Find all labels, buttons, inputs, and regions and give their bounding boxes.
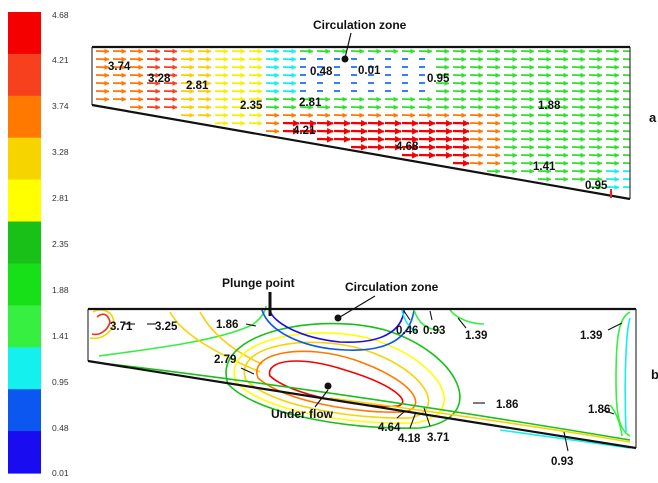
plunge-point-label: Plunge point: [222, 276, 295, 290]
legend-swatch: [8, 137, 41, 181]
color-legend: 4.68 4.21 3.74 3.28 2.81 2.35 1.88 1.41 …: [8, 10, 69, 478]
legend-label-2-81: 2.81: [52, 193, 69, 203]
value-label: 0.46: [396, 325, 418, 337]
value-label: 3.25: [155, 321, 178, 333]
legend-label-1-41: 1.41: [52, 331, 69, 341]
value-label: 4.64: [378, 422, 401, 434]
value-label: 3.71: [110, 321, 133, 333]
value-label: 2.35: [240, 100, 263, 112]
legend-swatch: [8, 305, 41, 348]
panel-a-label: a: [649, 110, 657, 125]
circulation-zone-b: Circulation zone: [334, 280, 439, 322]
value-label: 3.71: [427, 432, 450, 444]
circulation-zone-a-marker: [341, 55, 349, 63]
legend-swatch: [8, 347, 41, 390]
value-label: 0.95: [427, 73, 450, 85]
value-label: 0.48: [310, 66, 333, 78]
circulation-zone-b-marker: [334, 314, 342, 322]
value-label: 2.81: [299, 97, 322, 109]
panel-b-outline: [87, 307, 637, 450]
value-label: 3.28: [148, 73, 171, 85]
value-label: 2.79: [214, 354, 236, 366]
panel-b-leaders: [123, 310, 623, 452]
value-label: 4.21: [293, 125, 316, 137]
value-label: 0.01: [358, 65, 381, 77]
velocity-vectors: [95, 48, 630, 190]
under-flow: Under flow: [271, 382, 334, 421]
legend-swatch: [8, 263, 41, 306]
legend-swatch: [8, 389, 41, 432]
legend-label-4-68: 4.68: [52, 10, 69, 20]
legend-label-1-88: 1.88: [52, 285, 69, 295]
legend-label-0-01: 0.01: [52, 468, 69, 478]
legend-label-2-35: 2.35: [52, 239, 69, 249]
panel-a: Circulation zone 3.74 3.28 2.81 2.35 2.8…: [91, 18, 657, 201]
legend-swatch: [8, 179, 41, 223]
value-label: 4.68: [396, 141, 419, 153]
legend-swatch: [8, 221, 41, 264]
value-label: 4.18: [398, 433, 421, 445]
under-flow-label: Under flow: [271, 407, 334, 421]
legend-label-3-28: 3.28: [52, 147, 69, 157]
panel-b-label: b: [651, 367, 658, 382]
value-label: 1.86: [588, 404, 610, 416]
panel-b: Plunge point Circulation zone Under flow: [87, 276, 658, 468]
value-label: 3.74: [108, 61, 131, 73]
value-label: 1.86: [496, 399, 518, 411]
under-flow-marker: [324, 382, 332, 390]
circulation-zone-b-title: Circulation zone: [345, 280, 439, 294]
legend-label-0-48: 0.48: [52, 423, 69, 433]
circulation-zone-a: Circulation zone: [313, 18, 407, 63]
legend-swatch: [8, 95, 41, 139]
value-label: 1.41: [533, 161, 556, 173]
panel-b-value-labels: 3.71 3.25 1.86 0.46 0.93 1.39 1.39 2.79 …: [110, 319, 610, 468]
value-label: 0.95: [585, 180, 608, 192]
value-label: 1.39: [580, 330, 602, 342]
legend-swatches: [8, 12, 41, 474]
value-label: 1.88: [538, 100, 561, 112]
legend-label-3-74: 3.74: [52, 101, 69, 111]
legend-swatch: [8, 12, 41, 55]
legend-labels: 4.68 4.21 3.74 3.28 2.81 2.35 1.88 1.41 …: [52, 10, 69, 478]
value-label: 0.93: [551, 456, 573, 468]
value-label: 2.81: [186, 80, 209, 92]
value-label: 0.93: [423, 325, 445, 337]
value-label: 1.39: [465, 330, 487, 342]
legend-swatch: [8, 53, 41, 97]
panel-a-outline: [91, 45, 631, 201]
legend-label-0-95: 0.95: [52, 377, 69, 387]
plunge-point: Plunge point: [222, 276, 295, 316]
circulation-zone-a-title: Circulation zone: [313, 18, 407, 32]
legend-swatch: [8, 431, 41, 474]
legend-label-4-21: 4.21: [52, 55, 69, 65]
value-label: 1.86: [216, 319, 238, 331]
panel-a-value-labels: 3.74 3.28 2.81 2.35 2.81 0.48 0.01 0.95 …: [108, 61, 608, 192]
